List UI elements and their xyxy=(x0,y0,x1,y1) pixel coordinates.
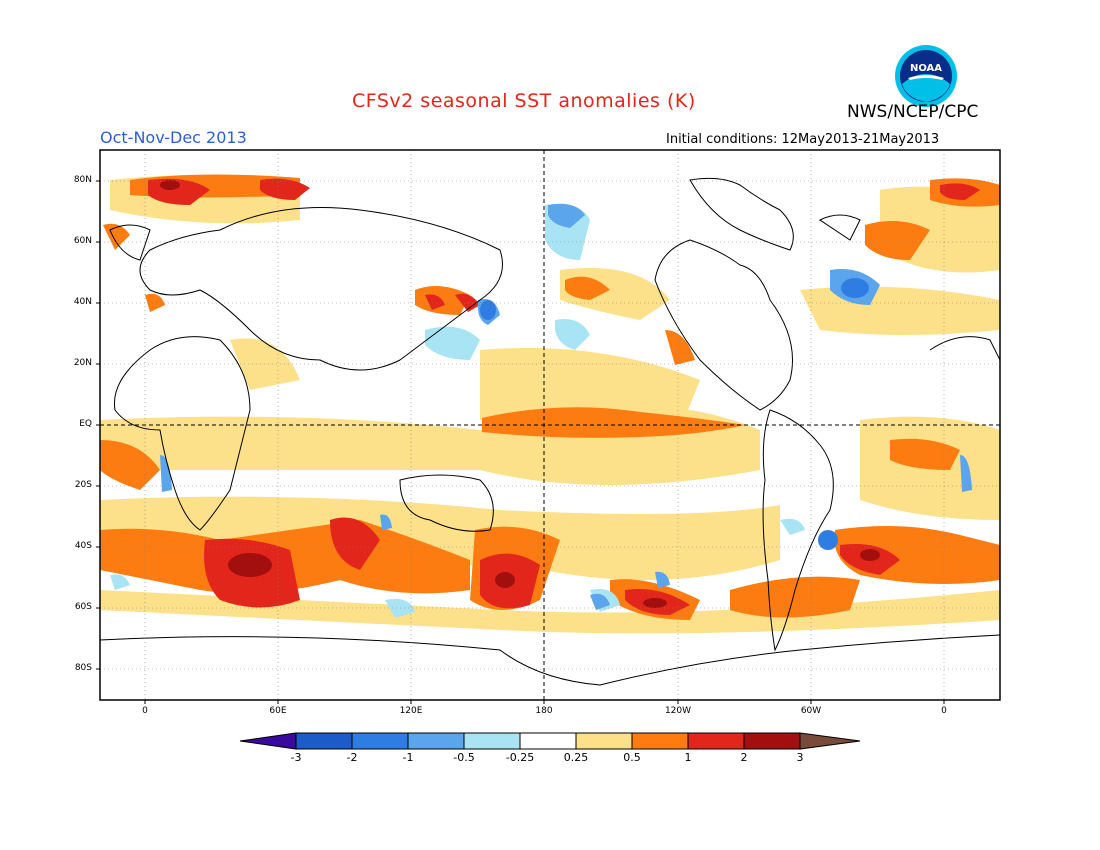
x-label: 120E xyxy=(399,706,423,716)
x-label: 0 xyxy=(142,706,148,716)
initial-conditions-label: Initial conditions: 12May2013-21May2013 xyxy=(666,132,940,147)
colorbar-label: 0.25 xyxy=(563,751,589,764)
colorbar-label: 2 xyxy=(740,751,748,764)
x-label: 120W xyxy=(664,706,692,716)
colorbar-segment xyxy=(407,732,465,750)
colorbar-segment xyxy=(463,732,521,750)
colorbar-segment xyxy=(687,732,745,750)
agency-label: NWS/NCEP/CPC xyxy=(847,102,979,122)
colorbar-min-arrow xyxy=(239,732,297,750)
y-label: 60N xyxy=(73,236,92,246)
y-label: EQ xyxy=(79,419,92,429)
colorbar-max-arrow xyxy=(799,732,861,750)
y-label: 60S xyxy=(74,602,92,612)
x-label: 60W xyxy=(800,706,822,716)
colorbar-label: -2 xyxy=(346,751,358,764)
colorbar-label: -0.25 xyxy=(505,751,535,764)
equator-dateline xyxy=(100,150,1000,700)
anomaly-fill-positive-strong xyxy=(148,178,980,615)
colorbar-label: -0.5 xyxy=(453,751,475,764)
period-label: Oct-Nov-Dec 2013 xyxy=(100,128,247,147)
colorbar-label: 1 xyxy=(684,751,692,764)
y-label: 20S xyxy=(74,480,92,490)
colorbar-segment xyxy=(519,732,577,750)
colorbar-segment xyxy=(575,732,633,750)
colorbar-segment xyxy=(743,732,801,750)
colorbar-label: -1 xyxy=(402,751,414,764)
anomaly-fill-negative-strong xyxy=(480,278,869,550)
noaa-logo: NOAA xyxy=(894,44,958,108)
colorbar-segment xyxy=(351,732,409,750)
y-label: 40N xyxy=(73,297,92,307)
map-title: CFSv2 seasonal SST anomalies (K) xyxy=(352,90,696,112)
x-label: 180 xyxy=(535,706,553,716)
colorbar-label: -3 xyxy=(290,751,302,764)
y-label: 80N xyxy=(73,175,92,185)
y-label: 20N xyxy=(73,358,92,368)
colorbar xyxy=(239,732,861,750)
colorbar-segment xyxy=(295,732,353,750)
y-label: 80S xyxy=(74,663,92,673)
colorbar-label: 0.5 xyxy=(623,751,641,764)
x-label: 0 xyxy=(941,706,947,716)
logo-text: NOAA xyxy=(910,63,942,74)
x-label: 60E xyxy=(269,706,287,716)
coastlines xyxy=(100,177,1000,686)
y-label: 40S xyxy=(74,541,92,551)
colorbar-segment xyxy=(631,732,689,750)
colorbar-label: 3 xyxy=(796,751,804,764)
anomaly-fill-positive-extreme xyxy=(160,180,880,608)
